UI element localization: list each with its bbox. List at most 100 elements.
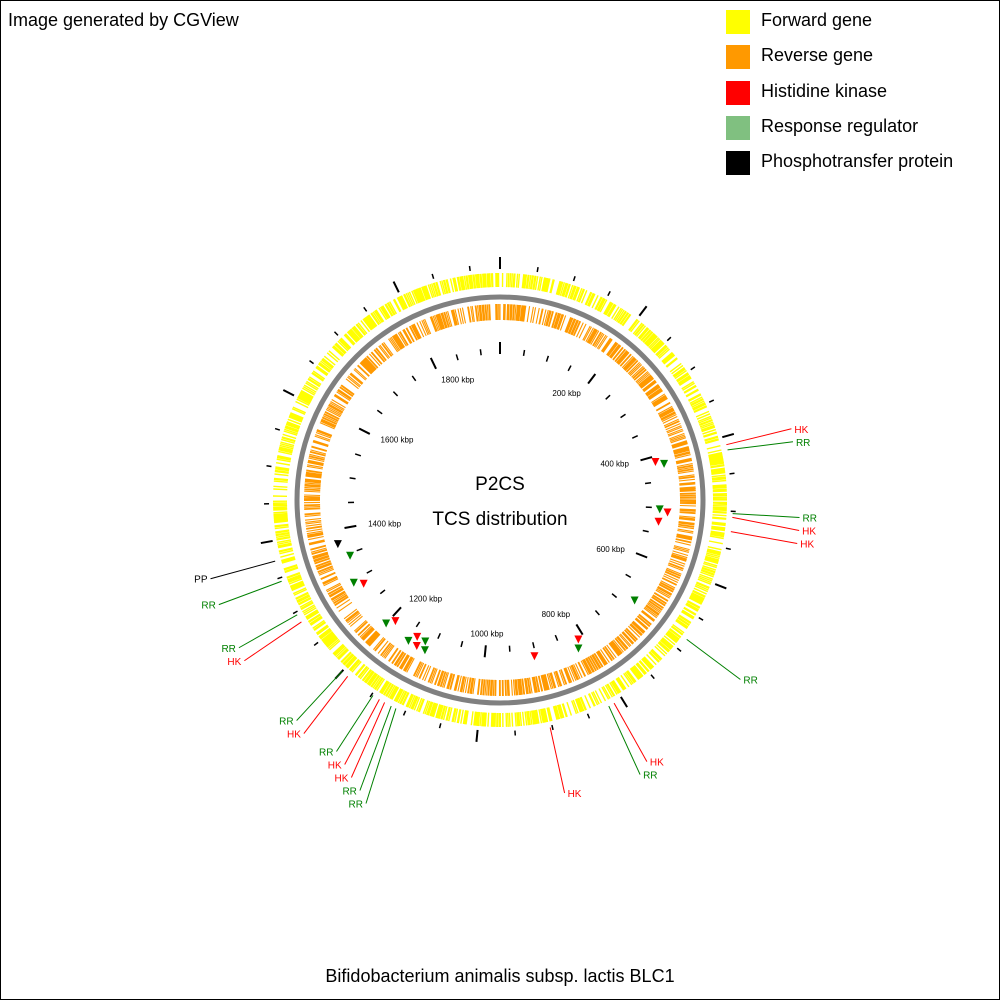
hk-callout-line	[350, 702, 386, 778]
legend-label-histidine-kinase: Histidine kinase	[761, 80, 888, 101]
hk-callout-label: HK	[650, 758, 664, 769]
inner-tick	[522, 349, 526, 357]
inner-tick	[567, 365, 572, 372]
inner-tick	[532, 642, 535, 649]
inner-tick	[366, 569, 373, 574]
hk-callout-label: HK	[568, 789, 582, 800]
rr-marker	[421, 637, 430, 646]
kbp-tick-label: 1400 kbp	[368, 520, 401, 529]
hk-callout-line	[344, 699, 380, 765]
legend-label-reverse-gene: Reverse gene	[761, 45, 874, 66]
map-subtitle: TCS distribution	[432, 509, 567, 530]
inner-tick	[376, 409, 383, 415]
rr-callout-line	[686, 638, 741, 680]
inner-tick	[392, 606, 402, 617]
kbp-tick-label: 1000 kbp	[471, 629, 504, 638]
outer-tick	[274, 427, 281, 431]
response-regulator-swatch	[726, 115, 750, 140]
rr-marker	[404, 636, 413, 645]
outer-tick	[572, 276, 576, 282]
rr-marker	[630, 596, 639, 605]
outer-tick	[369, 692, 374, 698]
rr-callout-label: RR	[796, 438, 810, 449]
outer-tick	[676, 647, 682, 652]
rr-callout-line	[238, 614, 298, 649]
kbp-tick-label: 1600 kbp	[381, 435, 414, 444]
rr-callout-label: RR	[201, 601, 215, 612]
outer-tick	[313, 641, 319, 647]
outer-tick	[309, 360, 315, 365]
inner-tick	[587, 373, 597, 385]
outer-tick	[666, 336, 672, 342]
kbp-tick-label: 400 kbp	[600, 460, 629, 469]
reverse-gene-swatch	[726, 45, 750, 70]
outer-tick	[363, 306, 368, 312]
hk-callout-label: HK	[227, 657, 241, 668]
rr-callout-line	[365, 708, 397, 804]
forward-gene-swatch	[726, 10, 750, 34]
inner-tick	[620, 413, 626, 419]
hk-marker	[413, 632, 422, 641]
outer-tick	[725, 547, 731, 551]
outer-tick	[536, 266, 539, 273]
outer-tick	[282, 389, 295, 397]
inner-tick	[411, 375, 417, 382]
rr-callout-label: RR	[643, 771, 657, 782]
outer-tick	[292, 610, 298, 615]
kbp-tick-label: 200 kbp	[552, 389, 581, 398]
kbp-tick-label: 600 kbp	[596, 545, 625, 554]
rr-callout-line	[727, 441, 794, 451]
hk-marker	[651, 458, 660, 467]
inner-tick	[635, 552, 648, 559]
rr-marker	[574, 644, 583, 653]
inner-tick	[354, 453, 362, 457]
inner-tick	[437, 632, 442, 640]
genome-name: Bifidobacterium animalis subsp. lactis B…	[325, 966, 675, 986]
rr-callout-label: RR	[743, 675, 757, 686]
rr-marker	[420, 646, 429, 655]
outer-tick-marks	[260, 257, 736, 742]
inner-tick	[625, 573, 632, 579]
hk-callout-line	[726, 428, 792, 446]
rr-callout-label: RR	[221, 644, 235, 655]
rr-callout-line	[218, 580, 282, 606]
inner-tick	[483, 645, 487, 658]
rr-callout-line	[336, 695, 374, 752]
forward-gene-track	[272, 272, 728, 728]
pp-callout-label: PP	[194, 575, 208, 586]
outer-tick	[722, 432, 735, 439]
inner-tick	[631, 434, 639, 439]
outer-tick	[333, 331, 339, 336]
inner-tick	[379, 589, 386, 595]
legend-label-phosphotransfer-protein: Phosphotransfer protein	[761, 151, 954, 172]
inner-tick	[349, 477, 356, 480]
outer-tick	[266, 464, 272, 468]
inner-tick	[460, 640, 464, 648]
hk-marker	[530, 652, 539, 661]
pp-callout-line	[210, 560, 276, 580]
hk-callout-label: HK	[328, 761, 342, 772]
map-title: P2CS	[475, 474, 525, 495]
kbp-tick-label: 1800 kbp	[441, 376, 474, 385]
outer-tick	[690, 366, 696, 371]
outer-tick	[729, 472, 735, 475]
generator-credit: Image generated by CGView	[8, 10, 239, 30]
outer-tick	[551, 724, 554, 731]
hk-callout-line	[732, 516, 800, 531]
reverse-gene-track	[303, 303, 697, 697]
outer-tick	[277, 576, 283, 580]
hk-marker	[574, 635, 583, 644]
rr-callout-label: RR	[279, 717, 293, 728]
inner-tick	[545, 355, 550, 362]
outer-tick	[468, 265, 471, 272]
outer-tick	[475, 729, 479, 742]
outer-tick	[438, 723, 442, 729]
hk-callout-label: HK	[287, 730, 301, 741]
outer-tick	[431, 273, 435, 279]
rr-marker	[382, 619, 391, 628]
outer-tick	[650, 674, 655, 680]
rr-callout-line	[608, 705, 641, 775]
kbp-tick-label: 800 kbp	[542, 610, 571, 619]
